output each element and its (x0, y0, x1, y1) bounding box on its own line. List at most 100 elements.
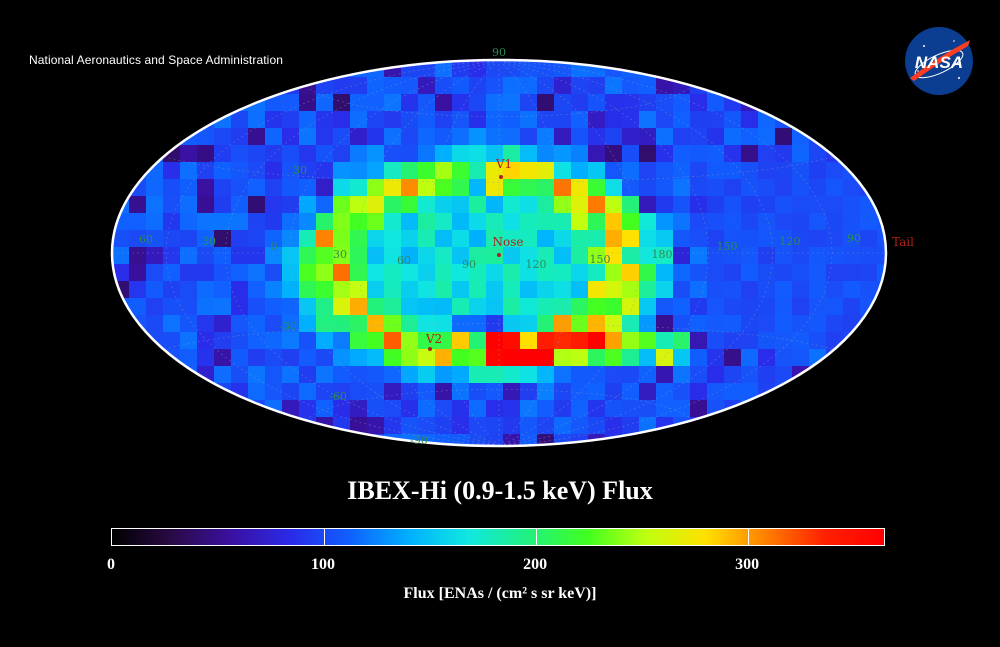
flux-pixel (231, 332, 249, 350)
flux-pixel (384, 264, 402, 282)
flux-pixel (299, 230, 317, 248)
flux-pixel (537, 94, 555, 112)
flux-pixel (265, 77, 283, 95)
flux-pixel (282, 162, 300, 180)
flux-pixel (656, 315, 674, 333)
flux-pixel (231, 196, 249, 214)
flux-pixel (486, 281, 504, 299)
flux-pixel (537, 349, 555, 367)
flux-pixel (316, 400, 334, 418)
flux-pixel (622, 94, 640, 112)
lon-label-10: 120 (780, 235, 801, 248)
flux-pixel (809, 77, 827, 95)
flux-pixel (792, 162, 810, 180)
flux-pixel (350, 298, 368, 316)
flux-pixel (639, 264, 657, 282)
flux-pixel (316, 281, 334, 299)
flux-pixel (469, 247, 487, 265)
flux-pixel (809, 213, 827, 231)
flux-pixel (537, 60, 555, 78)
flux-pixel (129, 196, 147, 214)
flux-pixel (792, 230, 810, 248)
flux-pixel (112, 400, 130, 418)
flux-pixel (486, 383, 504, 401)
flux-pixel (588, 196, 606, 214)
lon-label-6: 120 (526, 258, 547, 271)
flux-pixel (435, 332, 453, 350)
flux-pixel (333, 128, 351, 146)
flux-pixel (350, 434, 368, 446)
flux-pixel (452, 162, 470, 180)
flux-pixel (214, 247, 232, 265)
flux-pixel (639, 145, 657, 163)
flux-pixel (690, 145, 708, 163)
flux-pixel (877, 434, 886, 446)
flux-pixel (690, 383, 708, 401)
flux-pixel (367, 145, 385, 163)
flux-pixel (248, 179, 266, 197)
flux-pixel (741, 60, 759, 78)
flux-pixel (775, 128, 793, 146)
flux-pixel (707, 247, 725, 265)
flux-pixel (163, 179, 181, 197)
flux-pixel (282, 128, 300, 146)
flux-pixel (741, 315, 759, 333)
flux-pixel (248, 196, 266, 214)
flux-pixel (129, 77, 147, 95)
flux-pixel (775, 179, 793, 197)
flux-pixel (588, 332, 606, 350)
flux-pixel (112, 332, 130, 350)
flux-pixel (639, 298, 657, 316)
lon-label-2: 0 (271, 240, 278, 253)
flux-pixel (384, 77, 402, 95)
flux-pixel (350, 196, 368, 214)
flux-pixel (112, 417, 130, 435)
flux-pixel (639, 162, 657, 180)
flux-pixel (163, 383, 181, 401)
flux-pixel (588, 281, 606, 299)
flux-pixel (639, 400, 657, 418)
colorbar-tick (748, 529, 750, 545)
flux-pixel (571, 349, 589, 367)
colorbar-tick (324, 529, 326, 545)
flux-pixel (452, 60, 470, 78)
flux-pixel (452, 213, 470, 231)
flux-pixel (384, 417, 402, 435)
graticule-longitude (224, 60, 500, 446)
flux-pixel (401, 94, 419, 112)
flux-pixel (469, 230, 487, 248)
flux-pixel (129, 145, 147, 163)
flux-pixel (112, 366, 130, 384)
flux-pixel (588, 315, 606, 333)
flux-pixel (282, 247, 300, 265)
flux-pixel (214, 400, 232, 418)
tail-label: Tail (892, 235, 914, 249)
flux-pixel (469, 213, 487, 231)
flux-pixel (180, 60, 198, 78)
flux-pixel (537, 128, 555, 146)
flux-pixel (877, 111, 886, 129)
flux-pixel (758, 213, 776, 231)
flux-pixel (265, 349, 283, 367)
flux-pixel (605, 281, 623, 299)
flux-pixel (180, 264, 198, 282)
flux-pixel (690, 349, 708, 367)
flux-pixel (163, 281, 181, 299)
flux-pixel (843, 417, 861, 435)
flux-pixel (350, 332, 368, 350)
flux-pixel (826, 417, 844, 435)
flux-pixel (775, 77, 793, 95)
flux-pixel (384, 145, 402, 163)
flux-pixel (622, 417, 640, 435)
flux-pixel (214, 145, 232, 163)
flux-pixel (809, 434, 827, 446)
flux-pixel (452, 230, 470, 248)
flux-pixel (231, 213, 249, 231)
flux-pixel (656, 145, 674, 163)
flux-pixel (197, 400, 215, 418)
lat-label-90: 90 (492, 46, 506, 59)
flux-pixel (299, 196, 317, 214)
flux-pixel (435, 213, 453, 231)
flux-pixel (316, 162, 334, 180)
flux-pixel (826, 281, 844, 299)
